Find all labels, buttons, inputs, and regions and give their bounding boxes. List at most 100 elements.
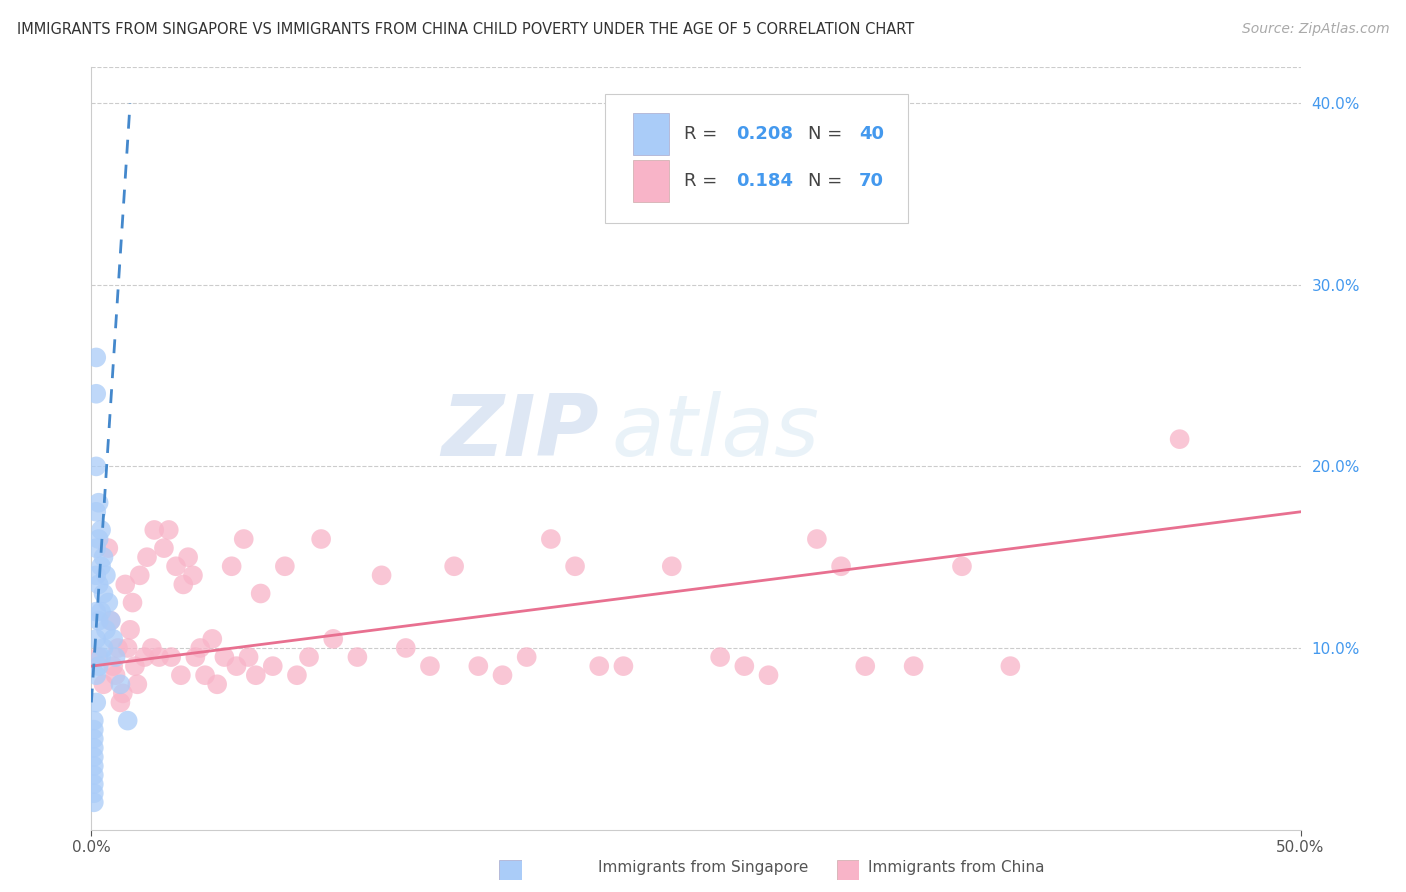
Point — [188, 640, 211, 655]
Point — [249, 586, 271, 600]
Point — [205, 677, 228, 691]
Point — [84, 695, 107, 709]
Point — [87, 532, 110, 546]
Point — [950, 559, 973, 574]
Point — [184, 650, 207, 665]
Point — [117, 640, 139, 655]
Point — [170, 668, 193, 682]
Point — [177, 550, 200, 565]
Point — [93, 640, 115, 655]
Text: Source: ZipAtlas.com: Source: ZipAtlas.com — [1241, 22, 1389, 37]
Point — [309, 532, 332, 546]
Point — [733, 659, 755, 673]
Text: 70: 70 — [859, 172, 884, 190]
Point — [121, 596, 143, 610]
Point — [245, 668, 267, 682]
Point — [124, 659, 146, 673]
Point — [90, 523, 112, 537]
Point — [93, 550, 115, 565]
Point — [903, 659, 925, 673]
Point — [564, 559, 586, 574]
Text: 0.208: 0.208 — [735, 125, 793, 143]
Point — [285, 668, 308, 682]
Point — [87, 650, 110, 665]
Point — [148, 650, 170, 665]
Point — [93, 586, 115, 600]
Point — [157, 523, 180, 537]
Point — [709, 650, 731, 665]
Point — [181, 568, 204, 582]
Point — [83, 786, 105, 800]
Point — [232, 532, 254, 546]
Text: atlas: atlas — [612, 392, 820, 475]
Text: IMMIGRANTS FROM SINGAPORE VS IMMIGRANTS FROM CHINA CHILD POVERTY UNDER THE AGE O: IMMIGRANTS FROM SINGAPORE VS IMMIGRANTS … — [17, 22, 914, 37]
Point — [588, 659, 610, 673]
Point — [134, 650, 156, 665]
Point — [114, 577, 136, 591]
Point — [419, 659, 441, 673]
Point — [141, 640, 163, 655]
Point — [90, 650, 112, 665]
Point — [225, 659, 247, 673]
Point — [84, 668, 107, 682]
Point — [516, 650, 538, 665]
Point — [806, 532, 828, 546]
Point — [107, 640, 129, 655]
Point — [491, 668, 513, 682]
Point — [111, 686, 134, 700]
Point — [262, 659, 284, 673]
Point — [661, 559, 683, 574]
Point — [84, 632, 107, 646]
Text: R =: R = — [683, 125, 723, 143]
Point — [110, 677, 132, 691]
Text: ZIP: ZIP — [441, 392, 599, 475]
Point — [160, 650, 183, 665]
Point — [101, 632, 124, 646]
Point — [165, 559, 187, 574]
Point — [322, 632, 344, 646]
Point — [758, 668, 780, 682]
Point — [94, 568, 117, 582]
Point — [201, 632, 224, 646]
FancyBboxPatch shape — [605, 94, 908, 223]
Point — [97, 541, 120, 555]
Text: N =: N = — [808, 172, 848, 190]
Point — [84, 605, 107, 619]
Point — [90, 605, 112, 619]
Point — [136, 550, 159, 565]
Point — [84, 568, 107, 582]
Point — [104, 668, 127, 682]
Point — [172, 577, 194, 591]
Point — [87, 577, 110, 591]
Point — [84, 541, 107, 555]
Point — [84, 386, 107, 401]
Point — [194, 668, 217, 682]
Point — [87, 614, 110, 628]
Point — [127, 677, 149, 691]
Point — [84, 459, 107, 474]
Point — [93, 677, 115, 691]
Point — [104, 650, 127, 665]
Point — [83, 723, 105, 737]
Text: Immigrants from Singapore: Immigrants from Singapore — [598, 860, 808, 874]
Point — [83, 750, 105, 764]
Bar — [633, 113, 669, 155]
Point — [1000, 659, 1022, 673]
Text: R =: R = — [683, 172, 723, 190]
Point — [83, 759, 105, 773]
Point — [87, 496, 110, 510]
Point — [87, 659, 110, 673]
Point — [274, 559, 297, 574]
Text: Immigrants from China: Immigrants from China — [868, 860, 1045, 874]
Point — [83, 768, 105, 782]
Point — [298, 650, 321, 665]
Point — [153, 541, 176, 555]
Point — [83, 740, 105, 755]
Point — [83, 777, 105, 791]
Point — [830, 559, 852, 574]
Point — [120, 623, 142, 637]
Point — [238, 650, 260, 665]
Point — [612, 659, 634, 673]
Point — [128, 568, 150, 582]
Point — [94, 623, 117, 637]
